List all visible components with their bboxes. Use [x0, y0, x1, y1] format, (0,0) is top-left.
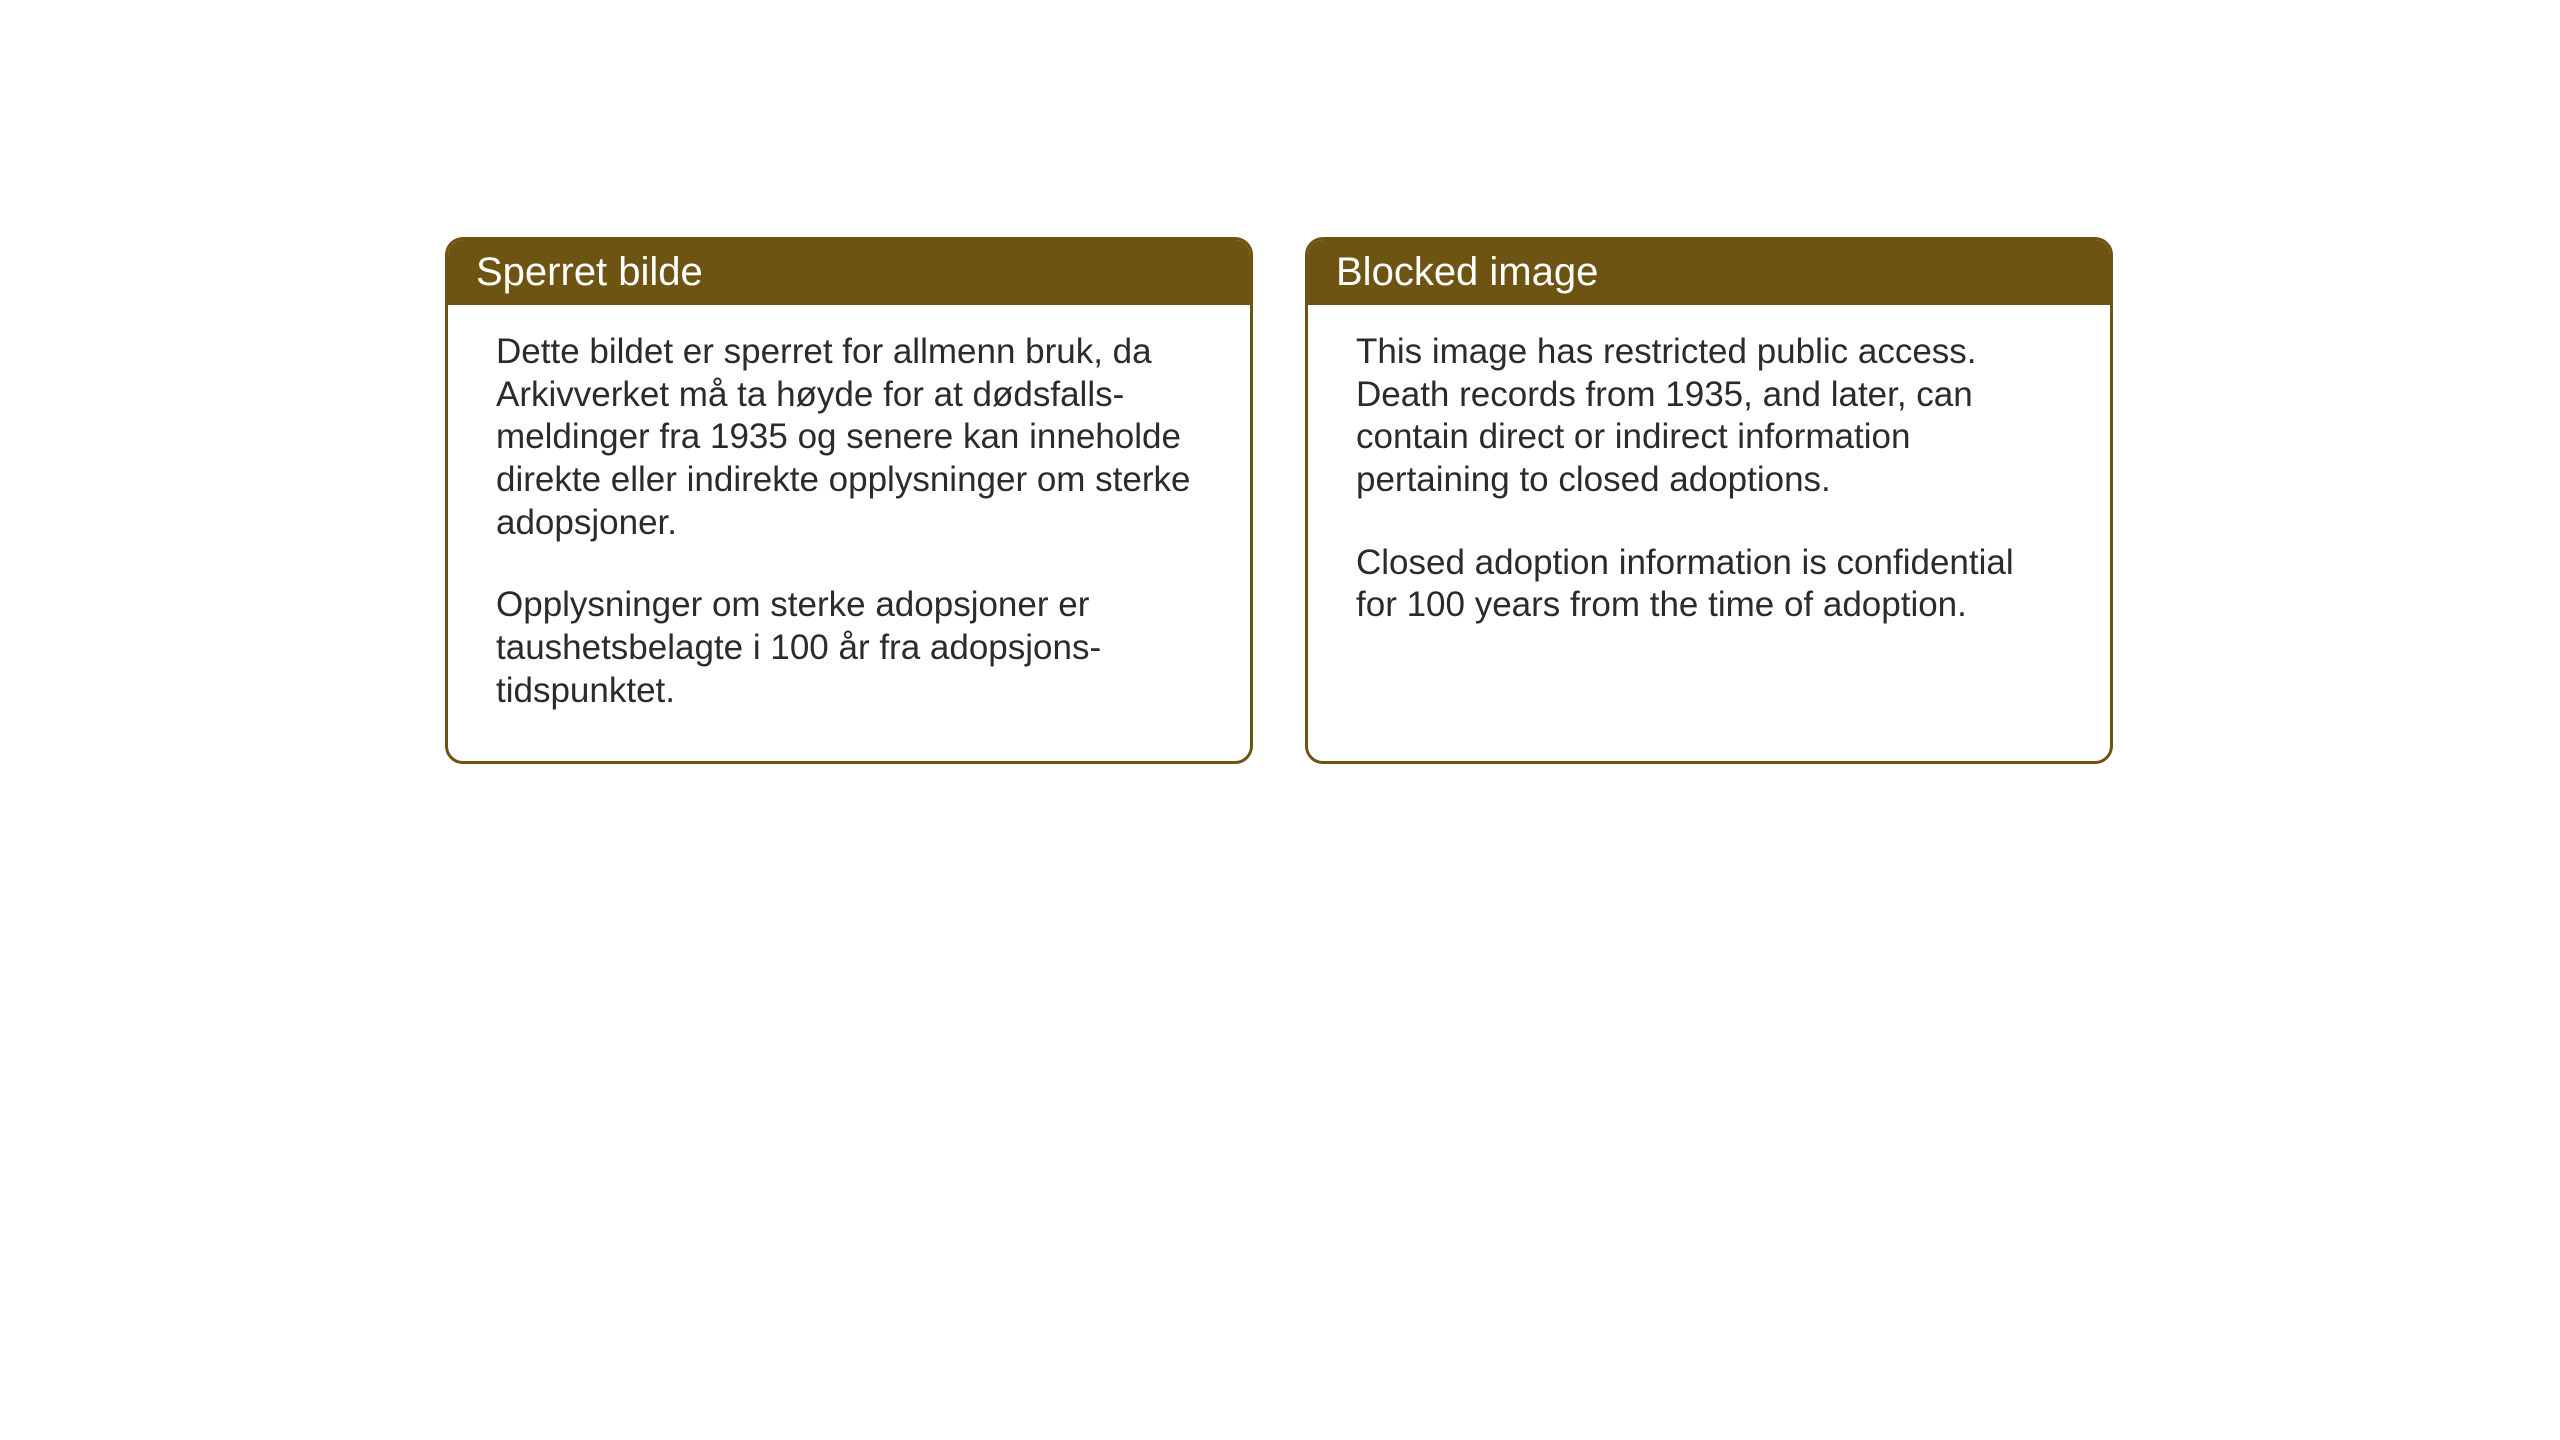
english-paragraph-1: This image has restricted public access.…: [1356, 331, 2062, 502]
norwegian-card-body: Dette bildet er sperret for allmenn bruk…: [448, 305, 1250, 761]
english-notice-card: Blocked image This image has restricted …: [1305, 237, 2113, 764]
norwegian-card-header: Sperret bilde: [448, 240, 1250, 305]
english-card-body: This image has restricted public access.…: [1308, 305, 2110, 675]
norwegian-card-title: Sperret bilde: [476, 250, 703, 294]
english-card-title: Blocked image: [1336, 250, 1598, 294]
english-card-header: Blocked image: [1308, 240, 2110, 305]
notice-container: Sperret bilde Dette bildet er sperret fo…: [445, 237, 2113, 764]
norwegian-paragraph-1: Dette bildet er sperret for allmenn bruk…: [496, 331, 1202, 544]
norwegian-notice-card: Sperret bilde Dette bildet er sperret fo…: [445, 237, 1253, 764]
norwegian-paragraph-2: Opplysninger om sterke adopsjoner er tau…: [496, 584, 1202, 712]
english-paragraph-2: Closed adoption information is confident…: [1356, 542, 2062, 627]
